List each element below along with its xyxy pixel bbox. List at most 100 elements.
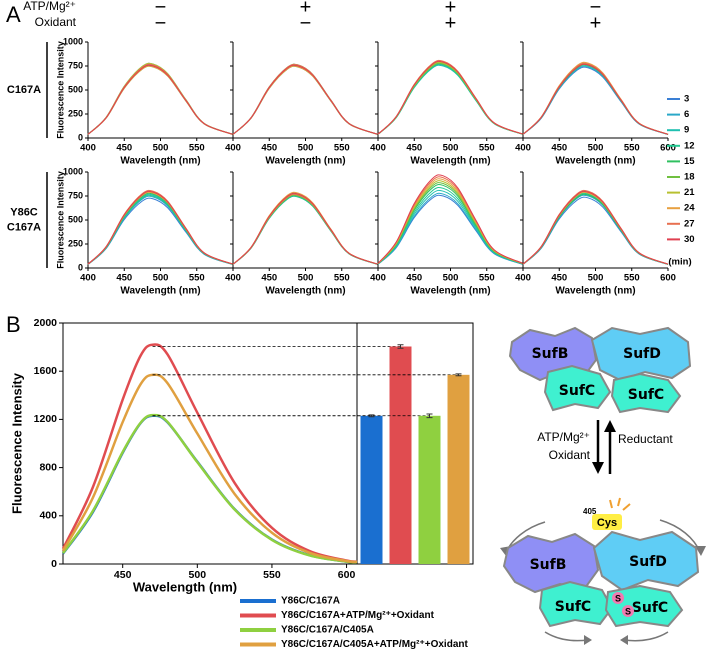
x-axis-label: Wavelength (nm) — [265, 286, 345, 297]
panel-label: B — [6, 312, 21, 337]
error-bar — [426, 413, 433, 419]
sufd-label: SufD — [629, 554, 667, 570]
y-tick-label: 750 — [68, 60, 83, 70]
spectrum-line — [232, 64, 379, 135]
spectrum-line — [522, 193, 669, 265]
x-tick-label: 450 — [116, 273, 132, 284]
spectrum-line — [377, 186, 524, 265]
spectrum-line — [232, 65, 379, 135]
x-tick-label: 400 — [225, 143, 241, 154]
spectrum-line — [232, 65, 379, 135]
legend-label: 24 — [684, 203, 695, 214]
y-tick-label: 2000 — [34, 317, 58, 329]
condition-sign: − — [300, 12, 312, 34]
spectrum-line — [232, 63, 379, 135]
spectrum-line — [377, 63, 524, 135]
spectrum-line — [377, 62, 524, 135]
arrow-head — [604, 420, 616, 432]
spectrum-line — [377, 61, 524, 135]
x-tick-label: 550 — [189, 273, 205, 284]
x-tick-label: 500 — [153, 143, 169, 154]
cys-number: 405 — [583, 507, 597, 516]
spectrum-line — [522, 62, 669, 135]
x-tick-label: 550 — [624, 273, 640, 284]
spectrum-line — [377, 62, 524, 135]
legend-label: 30 — [684, 234, 695, 245]
arrow-head — [695, 546, 706, 556]
sufc-shape — [543, 364, 612, 412]
spectrum-line — [87, 62, 234, 135]
condition-label: Oxidant — [35, 15, 77, 29]
x-tick-label: 500 — [189, 569, 207, 581]
spectrum-line — [522, 65, 669, 135]
motion-arrow — [623, 631, 669, 642]
spectrum-line — [522, 192, 669, 265]
diagram: SufB SufD SufC SufC ATP/Mg²⁺ Oxidant Red… — [500, 326, 706, 645]
spectrum-line — [87, 189, 234, 265]
y-tick-label: 400 — [39, 510, 57, 522]
spectrum-line — [522, 64, 669, 135]
arrow-head — [592, 462, 604, 474]
spectrum-line — [522, 191, 669, 265]
x-tick-label: 400 — [515, 143, 531, 154]
x-tick-label: 400 — [515, 273, 531, 284]
condition-sign: + — [590, 12, 602, 34]
spectrum-line — [522, 193, 669, 265]
x-tick-label: 600 — [338, 569, 356, 581]
spectrum-line — [232, 193, 379, 265]
spectrum-line — [522, 190, 669, 265]
condition-text: Reductant — [618, 432, 673, 446]
sufc-shape — [538, 580, 614, 628]
y-axis-label: Fluorescence Intensity — [55, 171, 65, 269]
spectrum-line — [522, 63, 669, 135]
spectrum-line — [232, 195, 379, 265]
sufc-label: SufC — [555, 599, 591, 615]
spectrum-line — [232, 193, 379, 265]
y-tick-label: 1000 — [63, 36, 83, 46]
spectrum-line — [232, 192, 379, 265]
bar — [447, 374, 470, 564]
error-bar — [368, 414, 375, 418]
x-tick-label: 600 — [660, 273, 676, 284]
spectrum-line — [522, 63, 669, 135]
spectrum-line — [87, 191, 234, 265]
x-tick-label: 400 — [225, 273, 241, 284]
sulfur-label: S — [615, 593, 621, 603]
spectrum-line — [61, 373, 358, 564]
arrow-head — [584, 635, 592, 645]
x-tick-label: 500 — [298, 273, 314, 284]
spectrum-line — [87, 195, 234, 265]
x-tick-label: 450 — [406, 273, 422, 284]
y-tick-label: 0 — [78, 262, 83, 272]
sulfur — [612, 592, 624, 604]
x-tick-label: 400 — [80, 143, 96, 154]
sufb-label: SufB — [530, 557, 567, 573]
sufd-shape — [592, 530, 700, 592]
x-tick-label: 600 — [660, 143, 676, 154]
x-tick-label: 550 — [263, 569, 281, 581]
x-axis-label: Wavelength (nm) — [410, 156, 490, 167]
reactive-rays — [609, 497, 631, 511]
x-tick-label: 550 — [334, 143, 350, 154]
sufc-shape — [610, 372, 682, 414]
x-tick-label: 550 — [189, 143, 205, 154]
arrow-head — [620, 635, 628, 645]
spectrum-line — [377, 189, 524, 265]
cys-box — [592, 514, 622, 530]
x-axis-label: Wavelength (nm) — [265, 156, 345, 167]
y-tick-label: 800 — [39, 461, 57, 473]
spectrum-line — [61, 343, 358, 563]
cys-label: Cys — [597, 517, 617, 529]
spectrum-line — [232, 64, 379, 135]
spectrum-line — [522, 196, 669, 265]
spectrum-line — [522, 63, 669, 135]
row-label: Y86C — [10, 206, 38, 218]
legend-label: 6 — [684, 109, 689, 120]
spectrum-line — [87, 64, 234, 135]
x-axis-label: Wavelength (nm) — [120, 156, 200, 167]
spectrum-line — [232, 194, 379, 265]
spectrum-line — [87, 192, 234, 265]
condition-label: ATP/Mg²⁺ — [23, 0, 76, 13]
bar — [360, 415, 383, 564]
spectrum-line — [232, 64, 379, 135]
